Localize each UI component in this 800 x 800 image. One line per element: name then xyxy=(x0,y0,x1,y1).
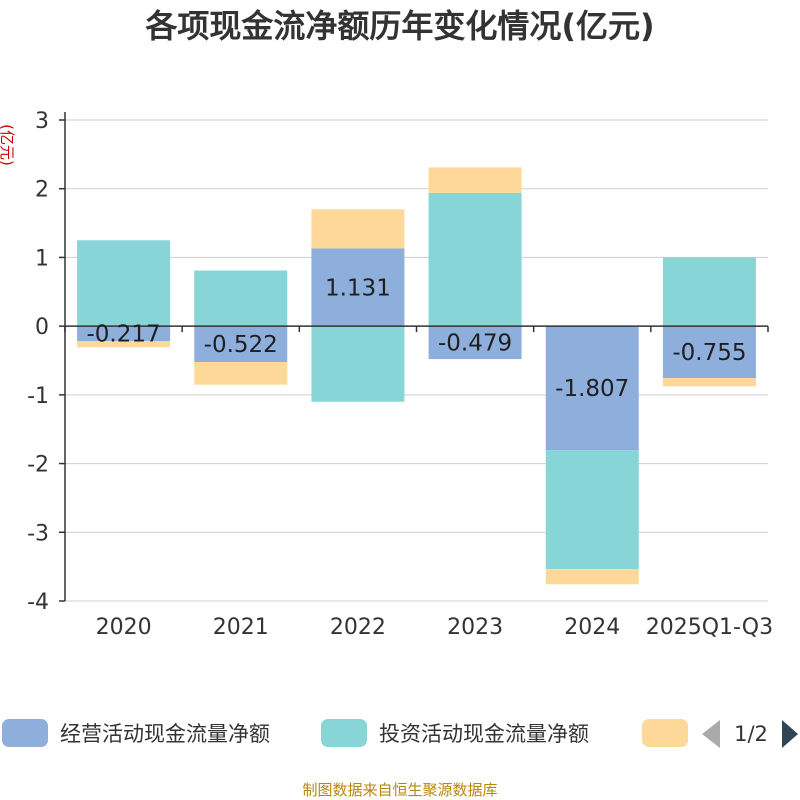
legend-label: 投资活动现金流量净额 xyxy=(379,722,589,746)
legend-item-1[interactable]: 经营活动现金流量净额 xyxy=(2,719,270,747)
y-tick-label: -2 xyxy=(27,453,49,478)
y-axis-label: (亿元) xyxy=(0,124,16,166)
bar-series-1[interactable] xyxy=(311,248,405,327)
data-label: 1.131 xyxy=(325,275,391,301)
y-tick-label: 1 xyxy=(35,246,49,271)
legend-item-3[interactable] xyxy=(642,719,688,747)
bar-series-1[interactable] xyxy=(428,326,522,360)
chart-title: 各项现金流净额历年变化情况(亿元) xyxy=(145,7,654,45)
bar-series-1[interactable] xyxy=(77,326,171,342)
y-tick-label: 3 xyxy=(35,109,49,134)
y-tick-label: -1 xyxy=(27,384,49,409)
x-tick-label: 2025Q1-Q3 xyxy=(646,615,773,640)
legend-swatch xyxy=(642,719,688,747)
legend-label: 经营活动现金流量净额 xyxy=(60,722,270,746)
data-label: -0.479 xyxy=(438,331,512,357)
x-tick-label: 2024 xyxy=(564,615,620,640)
bar-series-2[interactable] xyxy=(662,257,756,327)
y-tick-label: -3 xyxy=(27,521,49,546)
data-label: -1.807 xyxy=(555,376,629,402)
bar-series-3[interactable] xyxy=(428,167,522,193)
data-labels: -0.217 -0.522 1.131 -0.479 -1.807 -0.755 xyxy=(87,275,747,402)
bar-series-2[interactable] xyxy=(428,192,522,327)
legend-swatch xyxy=(321,719,367,747)
axes: 3 2 1 0 -1 -2 -3 -4 2020 2021 2022 2023 2024 2025Q1-Q… xyxy=(27,109,773,640)
bar-series-2[interactable] xyxy=(194,270,288,327)
legend-page-indicator: 1/2 xyxy=(734,722,768,746)
bar-series-1[interactable] xyxy=(545,326,639,451)
source-note: 制图数据来自恒生聚源数据库 xyxy=(302,781,497,799)
bar-series-3[interactable] xyxy=(662,378,756,387)
data-label: -0.217 xyxy=(87,322,161,348)
data-label: -0.522 xyxy=(204,332,278,358)
bar-series-3[interactable] xyxy=(311,209,405,249)
bar-series-3[interactable] xyxy=(77,341,171,348)
bar-series-2[interactable] xyxy=(311,326,405,402)
legend-swatch xyxy=(2,719,48,747)
gridlines xyxy=(65,119,768,602)
y-tick-label: 0 xyxy=(35,315,49,340)
bar-series-2[interactable] xyxy=(545,450,639,570)
x-tick-label: 2020 xyxy=(96,615,152,640)
triangle-left-icon[interactable] xyxy=(702,720,720,748)
bar-series-2[interactable] xyxy=(77,240,171,327)
bar-series-3[interactable] xyxy=(194,362,288,385)
legend: 经营活动现金流量净额 投资活动现金流量净额 1/2 xyxy=(2,719,798,748)
bar-series-1[interactable] xyxy=(662,326,756,379)
legend-item-2[interactable]: 投资活动现金流量净额 xyxy=(321,719,589,747)
bar-series-1[interactable] xyxy=(194,326,288,363)
x-tick-label: 2022 xyxy=(330,615,386,640)
data-label: -0.755 xyxy=(672,340,746,366)
y-tick-label: 2 xyxy=(35,178,49,203)
bars xyxy=(77,167,756,585)
x-tick-label: 2021 xyxy=(213,615,269,640)
bar-series-3[interactable] xyxy=(545,569,639,585)
y-tick-label: -4 xyxy=(27,590,49,615)
triangle-right-icon[interactable] xyxy=(782,720,798,748)
x-tick-label: 2023 xyxy=(447,615,503,640)
